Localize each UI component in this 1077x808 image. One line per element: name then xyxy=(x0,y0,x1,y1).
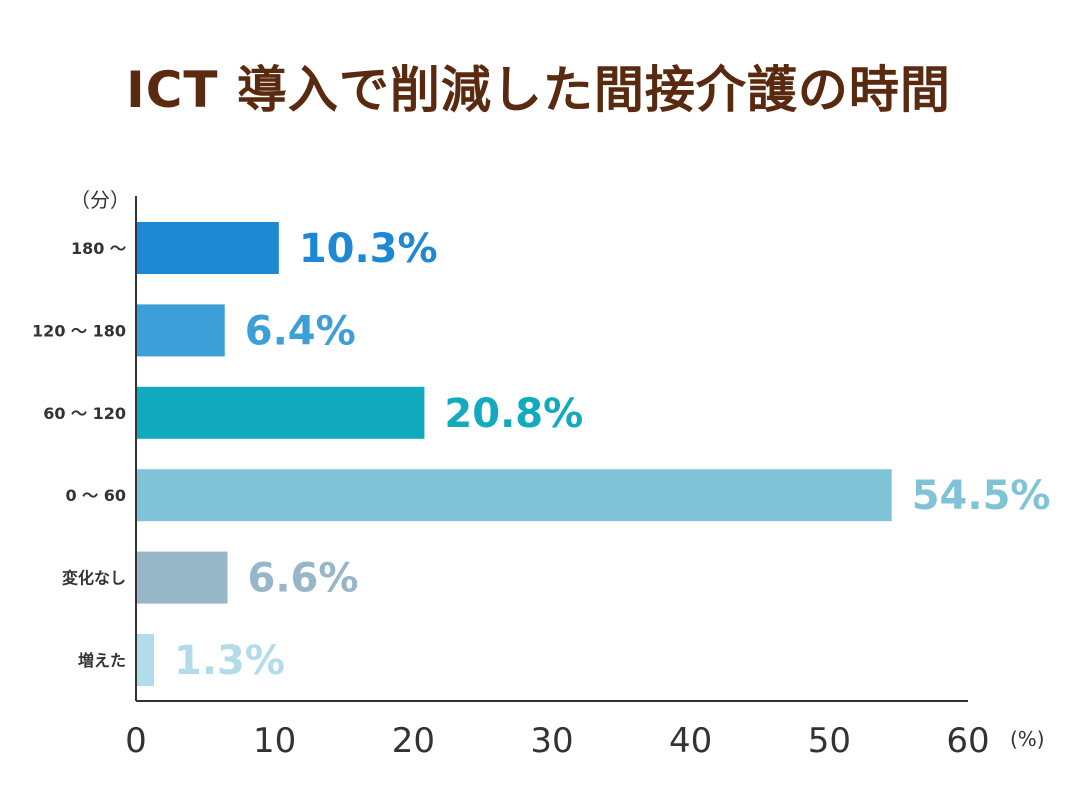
axes-layer xyxy=(135,196,968,702)
value-label-3: 54.5% xyxy=(912,473,1051,519)
bar-0 xyxy=(136,222,279,274)
chart-title: ICT 導入で削減した間接介護の時間 xyxy=(126,61,951,119)
x-tick-label-1: 10 xyxy=(253,721,296,761)
bar-5 xyxy=(136,634,155,686)
x-tick-label-6: 60 xyxy=(946,721,989,761)
x-tick-label-2: 20 xyxy=(392,721,435,761)
x-tick-label-0: 0 xyxy=(125,721,147,761)
category-label-1: 120 ～ 180 xyxy=(32,321,126,340)
category-label-5: 増えた xyxy=(78,651,126,670)
x-tick-label-3: 30 xyxy=(530,721,573,761)
value-label-1: 6.4% xyxy=(245,308,356,354)
category-label-2: 60 ～ 120 xyxy=(43,404,126,423)
value-label-5: 1.3% xyxy=(174,638,285,684)
labels-layer: 180 ～ 10.3% 120 ～ 180 6.4% 60 ～ 120 20.8% 0 ～ … xyxy=(32,188,1050,761)
bar-2 xyxy=(136,386,425,439)
y-unit-label: （分） xyxy=(70,188,130,212)
bar-3 xyxy=(136,469,892,522)
bars-layer xyxy=(136,222,892,686)
value-label-0: 10.3% xyxy=(299,226,438,272)
bar-1 xyxy=(136,304,225,357)
value-label-4: 6.6% xyxy=(248,556,359,602)
x-unit-label: (%) xyxy=(1010,727,1045,751)
category-label-0: 180 ～ xyxy=(71,239,126,258)
x-tick-label-4: 40 xyxy=(669,721,712,761)
value-label-2: 20.8% xyxy=(444,391,583,437)
x-tick-label-5: 50 xyxy=(808,721,851,761)
category-label-3: 0 ～ 60 xyxy=(65,486,126,505)
category-label-4: 変化なし xyxy=(62,569,126,588)
bar-4 xyxy=(136,551,228,604)
